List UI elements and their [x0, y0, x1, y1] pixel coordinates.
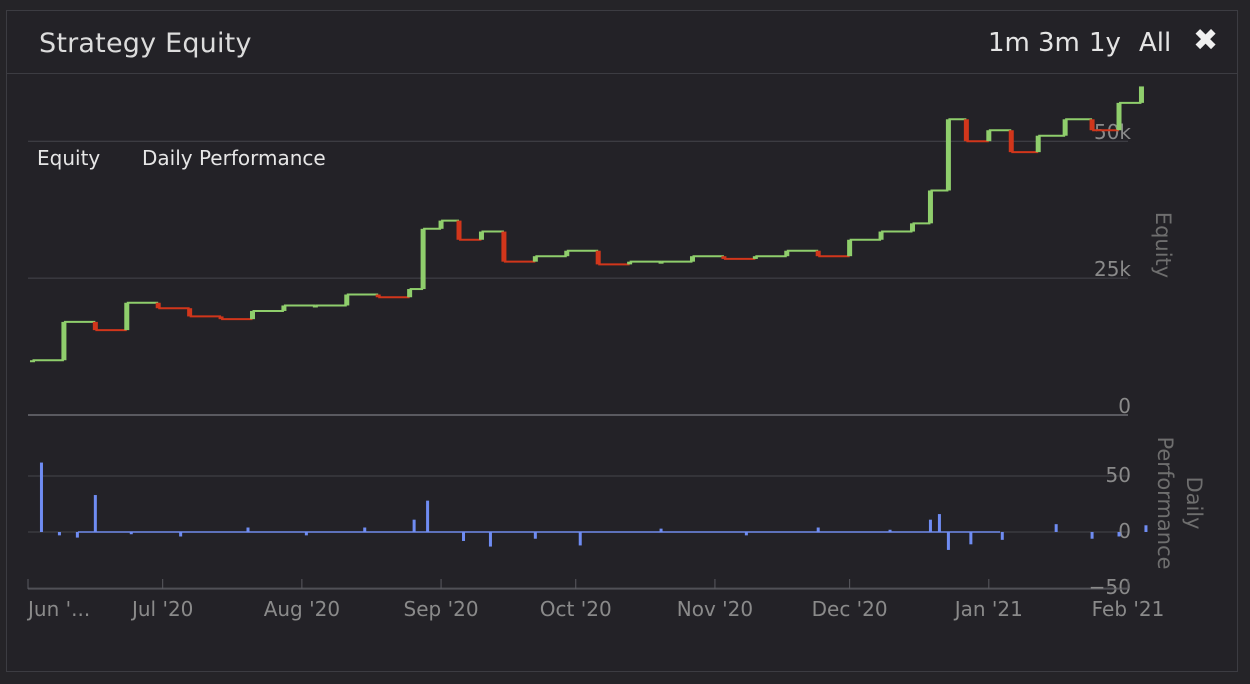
- performance-bar: [1054, 524, 1058, 532]
- equity-candle: [878, 231, 884, 240]
- equity-candle: [689, 256, 695, 262]
- performance-bar: [1117, 532, 1121, 537]
- equity-candle: [375, 294, 381, 298]
- equity-candle: [407, 289, 413, 298]
- performance-bar: [816, 527, 820, 532]
- performance-tick-label: −50: [1089, 575, 1131, 599]
- performance-tick-label: 50: [1106, 463, 1131, 487]
- equity-candle: [438, 220, 444, 229]
- performance-bar: [659, 528, 663, 532]
- equity-candle: [963, 119, 969, 142]
- equity-candle: [721, 256, 727, 259]
- x-tick-label: Jan '21: [953, 597, 1023, 621]
- panel-header: Strategy Equity 1m 3m 1y All ✖: [7, 11, 1237, 74]
- performance-bar: [75, 532, 79, 538]
- performance-bar: [533, 532, 537, 539]
- performance-bar: [93, 495, 97, 532]
- x-tick-label: Jul '20: [130, 597, 193, 621]
- x-tick-label: Nov '20: [677, 597, 753, 621]
- performance-bar: [304, 532, 308, 536]
- performance-axis-label-line1: Daily: [1182, 476, 1206, 529]
- zoom-1y-button[interactable]: 1y: [1089, 28, 1121, 58]
- performance-bar: [462, 532, 466, 541]
- equity-candle: [627, 261, 633, 265]
- performance-bar: [1000, 532, 1004, 540]
- performance-bar: [928, 519, 932, 532]
- equity-candle: [1138, 86, 1144, 103]
- equity-candle: [124, 302, 130, 331]
- performance-bar: [39, 462, 43, 532]
- performance-tick-label: 0: [1118, 519, 1131, 543]
- equity-candle: [564, 250, 570, 257]
- legend-equity: Equity: [37, 146, 100, 170]
- equity-candle: [249, 310, 255, 320]
- equity-tick-label: 25k: [1094, 257, 1131, 281]
- performance-bar: [129, 532, 133, 535]
- equity-candle: [532, 256, 538, 262]
- performance-bar: [412, 519, 416, 532]
- equity-candle: [1008, 130, 1014, 153]
- x-tick-label: Aug '20: [264, 597, 340, 621]
- performance-bar: [888, 529, 892, 532]
- equity-candle: [752, 256, 758, 259]
- equity-candle: [815, 250, 821, 257]
- equity-candle: [784, 250, 790, 257]
- equity-candle: [1062, 119, 1068, 136]
- equity-candle: [1116, 102, 1122, 131]
- performance-axis-label-line2: Performance: [1153, 436, 1177, 569]
- equity-candle: [155, 302, 161, 309]
- equity-candle: [847, 239, 853, 257]
- equity-candle: [420, 228, 426, 290]
- x-tick-label: Feb '21: [1092, 597, 1165, 621]
- zoom-1m-button[interactable]: 1m: [988, 28, 1030, 58]
- performance-bar: [57, 532, 61, 536]
- performance-bar: [488, 532, 492, 547]
- equity-candle: [281, 305, 287, 311]
- performance-bar: [744, 532, 748, 536]
- performance-bar: [246, 527, 250, 532]
- zoom-all-button[interactable]: All: [1139, 28, 1172, 58]
- performance-bar: [969, 532, 973, 545]
- performance-bar: [363, 527, 367, 532]
- equity-candle: [187, 308, 193, 317]
- equity-candle: [501, 231, 507, 262]
- performance-bar: [179, 532, 183, 537]
- equity-candle: [218, 316, 224, 320]
- performance-bar: [937, 514, 941, 532]
- close-icon[interactable]: ✖: [1193, 23, 1219, 58]
- equity-candle: [92, 321, 98, 331]
- zoom-3m-button[interactable]: 3m: [1038, 28, 1080, 58]
- equity-tick-label: 50k: [1094, 120, 1131, 144]
- equity-candle: [909, 223, 915, 232]
- equity-candle: [986, 130, 992, 142]
- equity-candle: [456, 220, 462, 240]
- equity-candle: [945, 119, 951, 191]
- performance-bar: [1090, 532, 1094, 539]
- equity-candle: [478, 231, 484, 240]
- performance-bar: [426, 500, 430, 532]
- equity-candle: [61, 321, 67, 361]
- legend-daily-performance: Daily Performance: [142, 146, 326, 170]
- equity-candle: [927, 190, 933, 224]
- x-tick-label: Oct '20: [540, 597, 612, 621]
- equity-candle: [344, 294, 350, 306]
- performance-bar: [946, 532, 950, 550]
- equity-candle: [1035, 135, 1041, 153]
- x-tick-label: Jun '...: [26, 597, 90, 621]
- equity-tick-label: 0: [1118, 394, 1131, 418]
- panel-title: Strategy Equity: [39, 28, 252, 59]
- x-tick-label: Dec '20: [812, 597, 888, 621]
- equity-axis-label: Equity: [1151, 212, 1175, 278]
- performance-bar: [578, 532, 582, 546]
- x-tick-label: Sep '20: [404, 597, 479, 621]
- equity-candle: [595, 250, 601, 265]
- equity-candle: [1089, 119, 1095, 131]
- strategy-equity-panel: Strategy Equity 1m 3m 1y All ✖: [6, 10, 1238, 672]
- performance-bar: [1144, 525, 1148, 532]
